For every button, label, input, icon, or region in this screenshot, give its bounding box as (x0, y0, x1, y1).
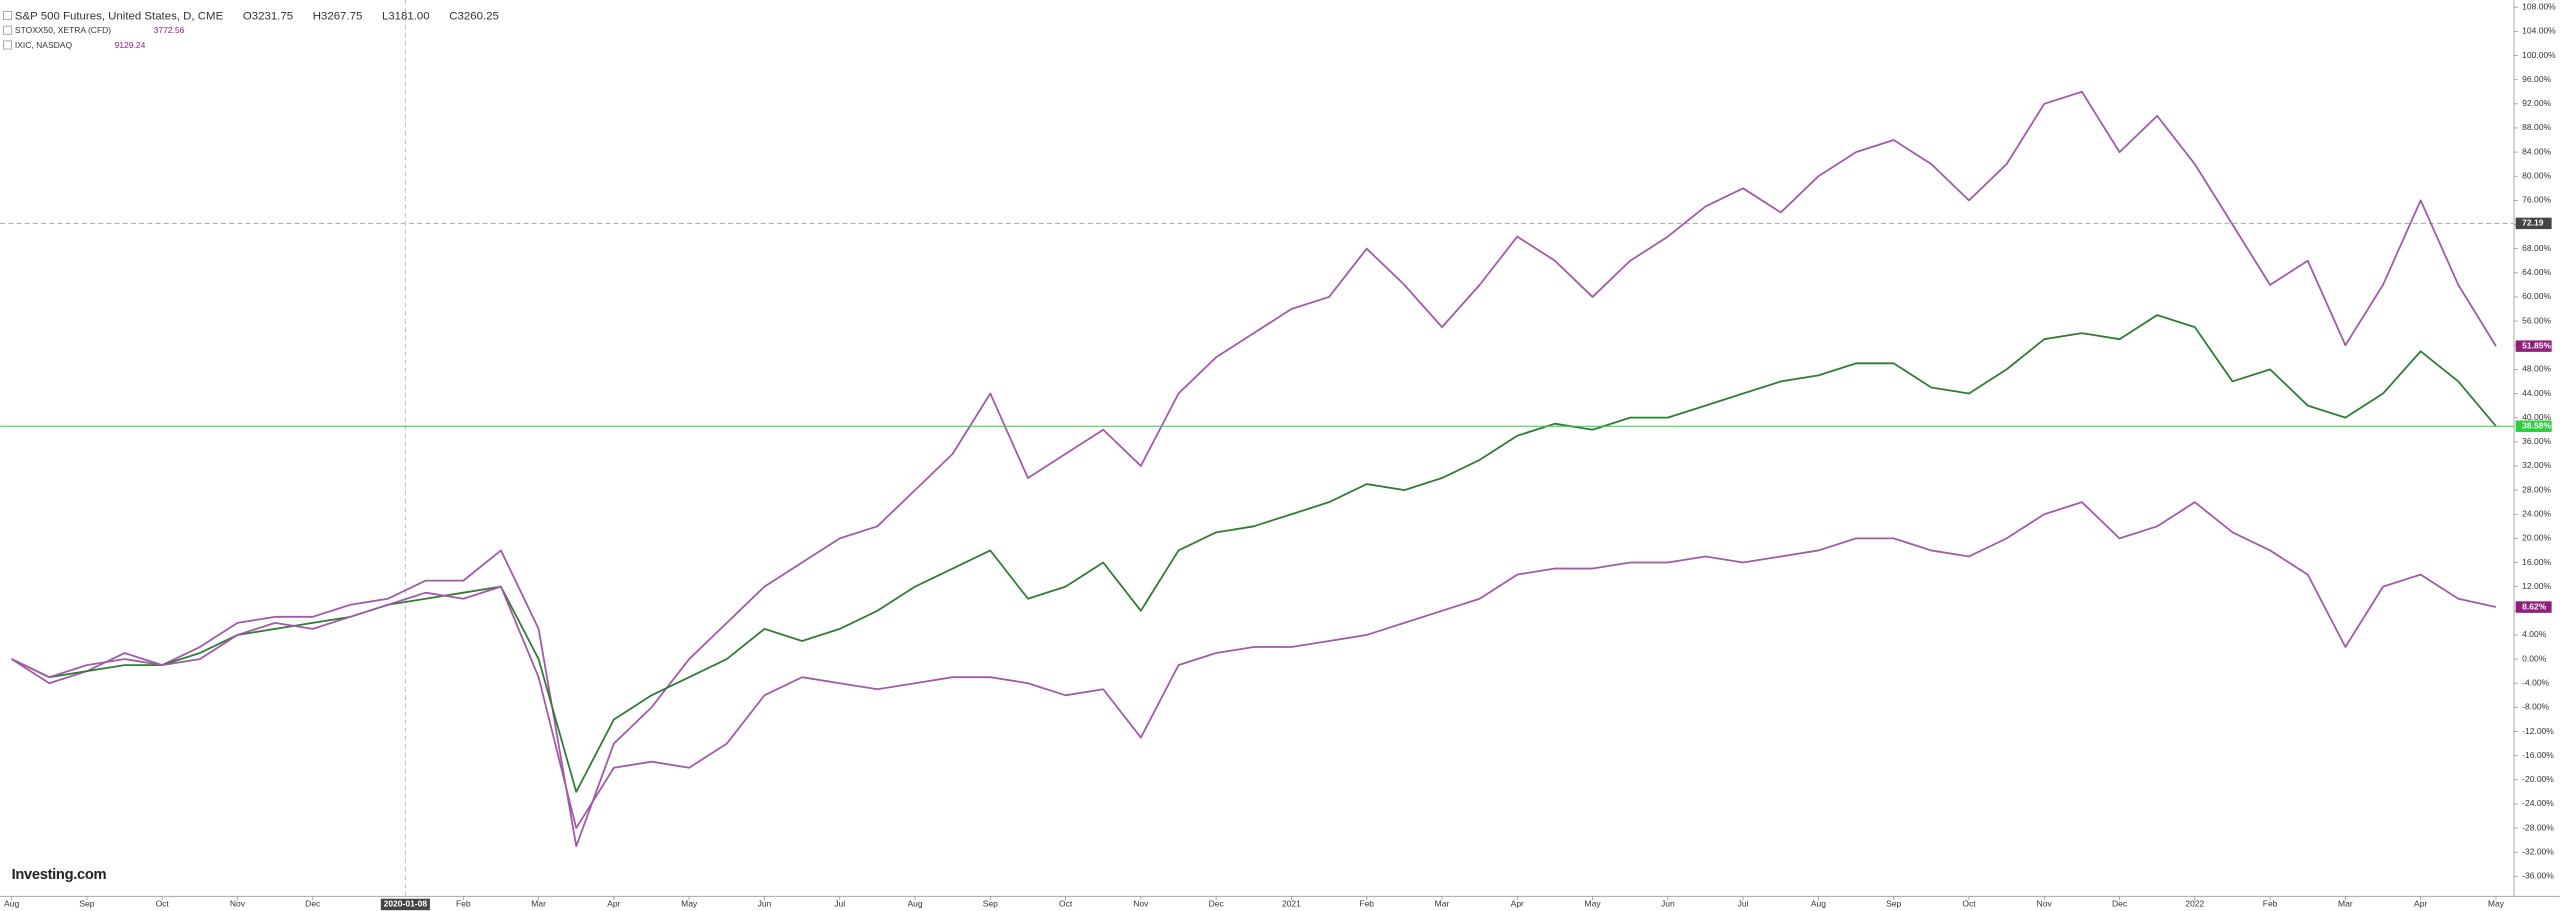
legend-value: L3181.00 (382, 10, 430, 22)
y-tick-label: -16.00% (2522, 750, 2554, 760)
x-tick-label: Aug (907, 899, 922, 909)
legend-entry: STOXX50, XETRA (CFD) 3772.56 (15, 25, 185, 35)
logo: Investing.com (12, 867, 107, 883)
legend-value: C3260.25 (449, 10, 499, 22)
x-tick-label: Sep (79, 899, 94, 909)
x-tick-label: Nov (230, 899, 246, 909)
y-tick-label: -4.00% (2522, 677, 2549, 687)
x-tick-label: Mar (2338, 899, 2353, 909)
crosshair-x-badge (380, 898, 430, 911)
legend-value: 3772.56 (154, 25, 185, 35)
legend-toggle (3, 11, 13, 21)
y-tick-label: 44.00% (2522, 388, 2551, 398)
crosshair-y-badge (2515, 217, 2552, 230)
series-line (11, 501, 2497, 829)
legend-entry: IXIC, NASDAQ 9129.24 (15, 40, 146, 50)
last-value-badge (2515, 420, 2552, 432)
legend-value: O3231.75 (243, 10, 293, 22)
y-tick-label: -8.00% (2522, 702, 2549, 712)
y-tick-label: 32.00% (2522, 460, 2551, 470)
x-tick-label: Nov (2037, 899, 2053, 909)
x-tick-label: Jul (834, 899, 845, 909)
x-tick-label: Oct (1059, 899, 1073, 909)
legend-toggle (3, 40, 13, 50)
legend-toggle (3, 25, 13, 35)
y-tick-label: 48.00% (2522, 364, 2551, 374)
x-tick-label: Jun (1661, 899, 1675, 909)
y-tick-label: -12.00% (2522, 726, 2554, 736)
x-tick-label: May (2488, 899, 2505, 909)
y-tick-label: 40.00% (2522, 412, 2551, 422)
legend-value: H3267.75 (313, 10, 363, 22)
x-tick-label: Oct (156, 899, 170, 909)
x-tick-label: Sep (983, 899, 998, 909)
y-tick-label: 84.00% (2522, 146, 2551, 156)
y-tick-label: 108.00% (2522, 1, 2556, 11)
x-tick-label: May (1585, 899, 1602, 909)
y-tick-label: 68.00% (2522, 243, 2551, 253)
last-value-badge (2515, 601, 2552, 613)
y-tick-label: -20.00% (2522, 774, 2554, 784)
y-tick-label: 100.00% (2522, 50, 2556, 60)
x-tick-label: Dec (305, 899, 321, 909)
y-tick-label: 4.00% (2522, 629, 2547, 639)
legend-value: 9129.24 (115, 40, 146, 50)
y-tick-label: 96.00% (2522, 74, 2551, 84)
legend-name: IXIC, NASDAQ (15, 40, 73, 50)
x-tick-label: Nov (1133, 899, 1149, 909)
x-tick-label: Jun (758, 899, 772, 909)
series-line (11, 90, 2497, 848)
x-tick-label: Feb (2263, 899, 2278, 909)
x-tick-label: Jul (1738, 899, 1749, 909)
y-tick-label: 88.00% (2522, 122, 2551, 132)
legend-entry: S&P 500 Futures, United States, D, CME O3… (15, 10, 499, 22)
legend-name: STOXX50, XETRA (CFD) (15, 25, 111, 35)
y-tick-label: 64.00% (2522, 267, 2551, 277)
y-tick-label: -36.00% (2522, 871, 2554, 881)
y-tick-label: -28.00% (2522, 822, 2554, 832)
last-value-badge (2515, 340, 2552, 352)
legend-name: S&P 500 Futures, United States, D, CME (15, 10, 224, 22)
y-tick-label: 20.00% (2522, 533, 2551, 543)
x-tick-label: Apr (607, 899, 620, 909)
crosshair-x-label: 2020-01-08 (384, 899, 428, 909)
y-tick-label: -32.00% (2522, 846, 2554, 856)
series-line (11, 314, 2497, 793)
x-tick-label: May (681, 899, 698, 909)
x-tick-label: Dec (2112, 899, 2128, 909)
y-tick-label: 28.00% (2522, 484, 2551, 494)
y-tick-label: 12.00% (2522, 581, 2551, 591)
y-tick-label: 60.00% (2522, 291, 2551, 301)
y-tick-label: 104.00% (2522, 26, 2556, 36)
y-tick-label: 92.00% (2522, 98, 2551, 108)
y-tick-label: 24.00% (2522, 508, 2551, 518)
x-tick-label: Mar (531, 899, 546, 909)
x-tick-label: Feb (1359, 899, 1374, 909)
last-value-label: 8.62% (2522, 601, 2547, 611)
y-tick-label: -24.00% (2522, 798, 2554, 808)
y-tick-label: 80.00% (2522, 170, 2551, 180)
x-tick-label: Aug (1811, 899, 1826, 909)
x-tick-label: Apr (1511, 899, 1524, 909)
x-tick-label: 2021 (1282, 899, 1301, 909)
y-tick-label: 0.00% (2522, 653, 2547, 663)
x-tick-label: Aug (4, 899, 19, 909)
last-value-label: 38.58% (2522, 420, 2551, 430)
x-tick-label: Feb (456, 899, 471, 909)
crosshair-y-label: 72.19 (2522, 218, 2544, 228)
y-tick-label: 76.00% (2522, 195, 2551, 205)
y-tick-label: 36.00% (2522, 436, 2551, 446)
x-tick-label: Apr (2414, 899, 2427, 909)
x-tick-label: Sep (1886, 899, 1901, 909)
y-tick-label: 16.00% (2522, 557, 2551, 567)
x-tick-label: Oct (1962, 899, 1976, 909)
x-tick-label: Mar (1435, 899, 1450, 909)
y-tick-label: 56.00% (2522, 315, 2551, 325)
x-tick-label: Dec (1209, 899, 1225, 909)
last-value-label: 51.85% (2522, 340, 2551, 350)
x-tick-label: 2022 (2185, 899, 2204, 909)
